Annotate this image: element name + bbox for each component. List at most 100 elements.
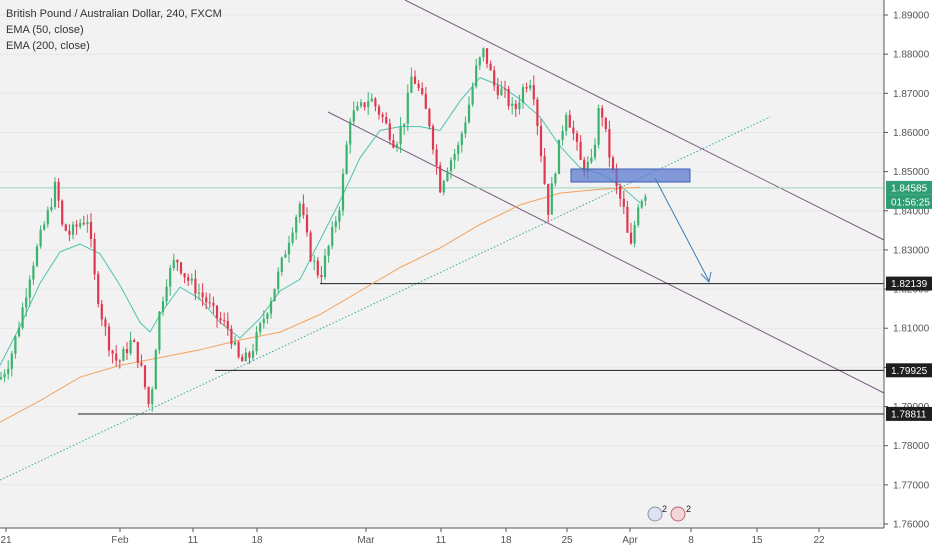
candle-up [370,98,373,102]
candle-down [316,260,319,276]
candle-down [241,356,244,362]
candle-up [586,161,589,172]
candle-up [295,217,298,233]
level-price-tag-bg [886,406,932,421]
candle-down [215,305,219,319]
candle-up [349,121,352,145]
channel-upper-line [404,0,885,241]
candle-down [118,360,121,362]
candle-down [583,159,586,172]
candle-up [190,278,193,281]
candle-down [248,352,251,358]
candle-up [341,173,345,211]
candle-down [100,303,103,320]
time-axis[interactable]: 21 Feb 11 18 Mar 11 18 25 Apr 8 15 22 [0,528,825,546]
candle-down [223,320,226,322]
candle-up [410,76,413,93]
candle-down [385,117,388,124]
candle-up [352,110,355,122]
candle-down [226,321,229,329]
candle-up [46,210,49,225]
candle-up [269,301,273,314]
candle-up [345,144,348,174]
candle-down [57,182,60,201]
event-flag-icon-gb [647,506,663,522]
candle-down [237,342,240,357]
candle-up [3,373,6,378]
candle-down [629,232,633,244]
y-tick-label: 1.81000 [893,324,930,335]
candle-down [611,157,615,169]
candle-up [86,222,89,225]
level-price-tag-text: 1.78811 [891,409,927,420]
level-price-tag-text: 1.82139 [891,279,928,290]
candle-down [421,88,424,95]
candle-down [68,230,71,235]
candle-down [424,94,427,109]
candle-down [428,109,431,127]
candle-up [273,288,276,302]
candle-up [356,106,359,111]
candle-down [575,133,579,142]
candle-up [291,232,294,243]
candle-down [532,85,535,100]
candle-up [21,307,24,328]
candle-up [331,227,334,246]
candle-up [255,332,258,352]
y-tick-label: 1.78000 [893,441,930,452]
candle-up [557,139,561,174]
candle-down [230,328,233,345]
candle-up [395,144,399,148]
y-tick-label: 1.89000 [893,11,930,22]
candle-up [17,327,21,337]
candle-down [417,83,420,89]
y-tick-label: 1.83000 [893,245,930,256]
candle-up [457,145,460,154]
candle-up [464,122,467,134]
candle-up [169,268,172,287]
candle-up [10,353,13,369]
candle-up [521,87,525,103]
candle-down [75,224,78,227]
candle-down [309,232,312,261]
candle-up [593,144,597,158]
candle-up [399,126,402,145]
candle-up [280,257,283,272]
candle-down [212,302,215,306]
candle-up [565,114,568,131]
candle-up [467,104,471,123]
price-tags: 1.84585 01:56:25 1.82139 1.79925 1.78811 [886,180,932,421]
candle-up [251,351,255,358]
candle-down [183,273,186,278]
x-tick-label: 11 [188,535,199,546]
candle-up [478,57,481,66]
candle-up [28,279,31,298]
candle-down [82,223,85,225]
current-price-tag-text: 1.84585 [891,183,928,194]
grid [0,14,884,525]
candle-up [633,225,636,244]
candle-down [111,350,114,354]
candle-down [61,200,64,225]
candle-down [601,108,604,118]
candle-up [262,319,265,324]
candle-up [367,101,370,107]
candle-down [115,353,118,361]
candle-down [381,114,384,118]
level-price-tag-bg [886,276,932,291]
candle-up [165,286,168,302]
level-price-tag-text: 1.79925 [891,366,928,377]
candle-up [640,200,643,208]
candle-up [154,350,157,390]
event-count-b: 2 [686,504,691,514]
candle-up [323,255,327,277]
candle-down [604,117,607,129]
legend-ema200: EMA (200, close) [6,40,90,52]
x-tick-label: 15 [751,535,763,546]
candle-down [435,149,438,166]
candle-down [485,48,489,64]
candle-up [277,271,280,289]
